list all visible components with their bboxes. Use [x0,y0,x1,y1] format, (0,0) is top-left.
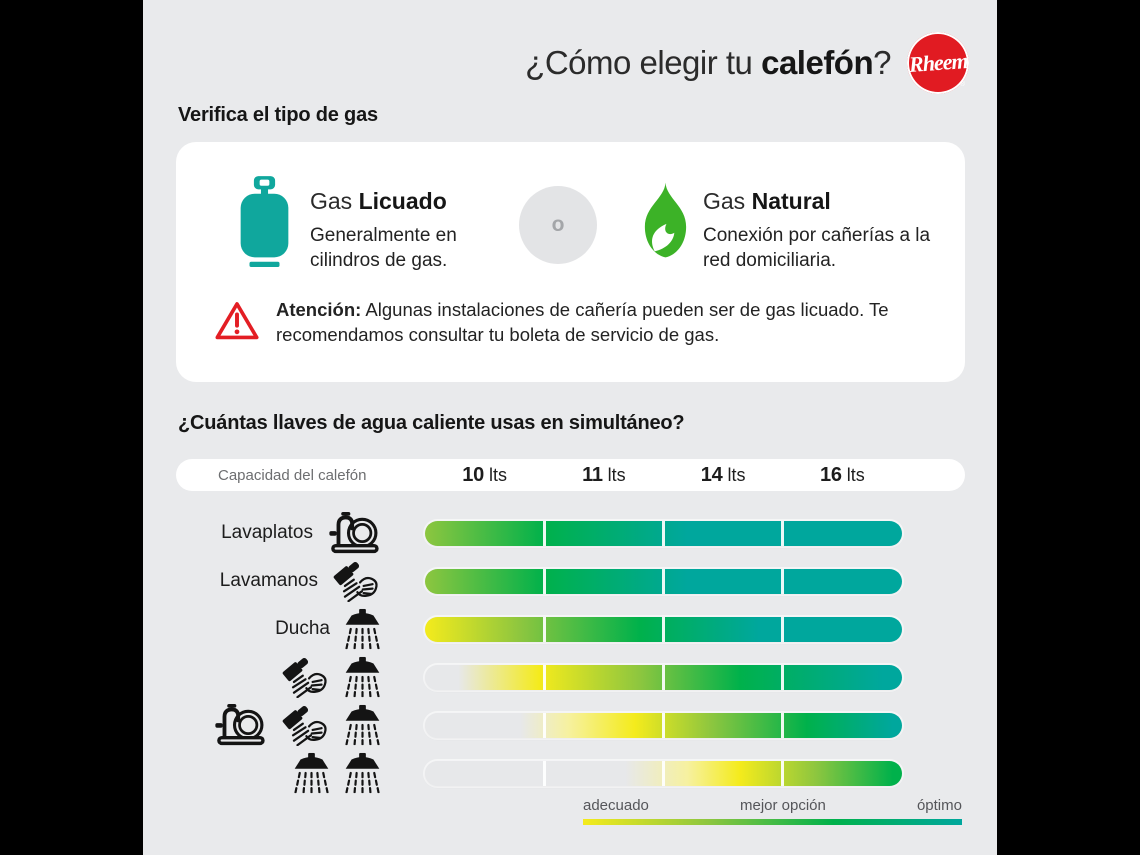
usage-row-label: Ducha [275,618,330,639]
column-separator [542,712,546,738]
warning-row: Atención: Algunas instalaciones de cañer… [214,298,934,348]
capacity-column: 16 lts [820,463,865,486]
column-separator [542,520,546,546]
page-title: ¿Cómo elegir tu calefón? [525,44,891,81]
usage-row: Lavamanos [176,557,965,605]
column-separator [781,616,785,642]
usage-row-left: Lavaplatos [176,512,425,554]
column-separator [542,568,546,594]
capacity-column: 11 lts [582,463,626,486]
lavamanos-icon [332,561,381,602]
legend-gradient-bar [583,819,962,825]
column-separator [662,664,665,690]
header: ¿Cómo elegir tu calefón? Rheem ® [525,32,969,94]
ducha-icon [344,704,381,746]
gas-type-card: Gas Licuado Generalmente en cilindros de… [176,142,965,382]
usage-row [176,701,965,749]
suitability-bar [425,568,902,594]
column-separator [662,712,665,738]
gas-cylinder-icon [240,176,289,268]
gas-licuado-block: Gas Licuado Generalmente en cilindros de… [310,188,500,273]
lavaplatos-icon [327,512,381,554]
lavamanos-icon [281,705,330,746]
usage-row-left [176,704,425,746]
ducha-icon [344,752,381,794]
usage-table: Lavaplatos Lavamanos Ducha [176,509,965,797]
or-divider: o [519,186,597,264]
legend-labels: adecuado mejor opción óptimo [583,797,962,814]
usage-row [176,749,965,797]
column-separator [662,760,665,786]
suitability-bar [425,616,902,642]
usage-row-left [176,656,425,698]
capacity-columns: 10 lts 11 lts 14 lts 16 lts [425,464,902,487]
usage-row-label: Lavamanos [219,570,318,591]
column-separator [662,568,665,594]
capacity-column: 10 lts [462,463,507,486]
ducha-icon [344,608,381,650]
usage-row-label: Lavaplatos [221,522,313,543]
column-separator [542,616,546,642]
usage-row-left: Ducha [176,608,425,650]
column-separator [781,712,785,738]
column-separator [781,760,785,786]
capacity-header: Capacidad del calefón 10 lts 11 lts 14 lts… [176,459,965,491]
column-separator [781,568,785,594]
usage-row: Lavaplatos [176,509,965,557]
capacity-label: Capacidad del calefón [218,466,367,484]
suitability-bar [425,760,902,786]
or-label: o [551,213,565,236]
legend-label: mejor opción [739,797,826,814]
ducha-icon [293,752,330,794]
legend-label: óptimo [916,797,962,814]
capacity-column: 14 lts [700,463,746,486]
gas-natural-title: Gas Natural [703,188,831,214]
flame-icon [644,182,687,258]
ducha-icon [344,656,381,698]
legend: adecuado mejor opción óptimo [583,797,962,825]
usage-row-left [176,752,425,794]
column-separator [781,664,785,690]
infographic-content: ¿Cómo elegir tu calefón? Rheem ® Verific… [143,0,997,855]
column-separator [662,616,665,642]
warning-triangle-icon [215,302,259,340]
column-separator [542,664,546,690]
rheem-logo-text: Rheem [907,47,969,78]
gas-natural-description: Conexión por cañerías a la red domicilia… [703,225,931,272]
usage-row-left: Lavamanos [176,561,425,602]
gas-natural-block: Gas Natural Conexión por cañerías a la r… [703,188,943,273]
lavaplatos-icon [213,704,267,746]
rheem-logo: Rheem ® [907,32,969,94]
gas-licuado-title: Gas Licuado [310,188,447,214]
column-separator [662,520,665,546]
column-separator [781,520,785,546]
column-separator [542,760,546,786]
gas-licuado-description: Generalmente en cilindros de gas. [310,225,457,272]
gas-section-heading: Verifica el tipo de gas [178,104,378,126]
usage-section-heading: ¿Cuántas llaves de agua caliente usas en… [178,412,685,434]
registered-mark: ® [959,81,965,88]
lavamanos-icon [281,657,330,698]
suitability-bar [425,520,902,546]
suitability-bar [425,712,902,738]
usage-row: Ducha [176,605,965,653]
usage-row [176,653,965,701]
warning-text: Atención: Algunas instalaciones de cañer… [276,299,889,345]
legend-label: adecuado [583,797,649,814]
suitability-bar [425,664,902,690]
